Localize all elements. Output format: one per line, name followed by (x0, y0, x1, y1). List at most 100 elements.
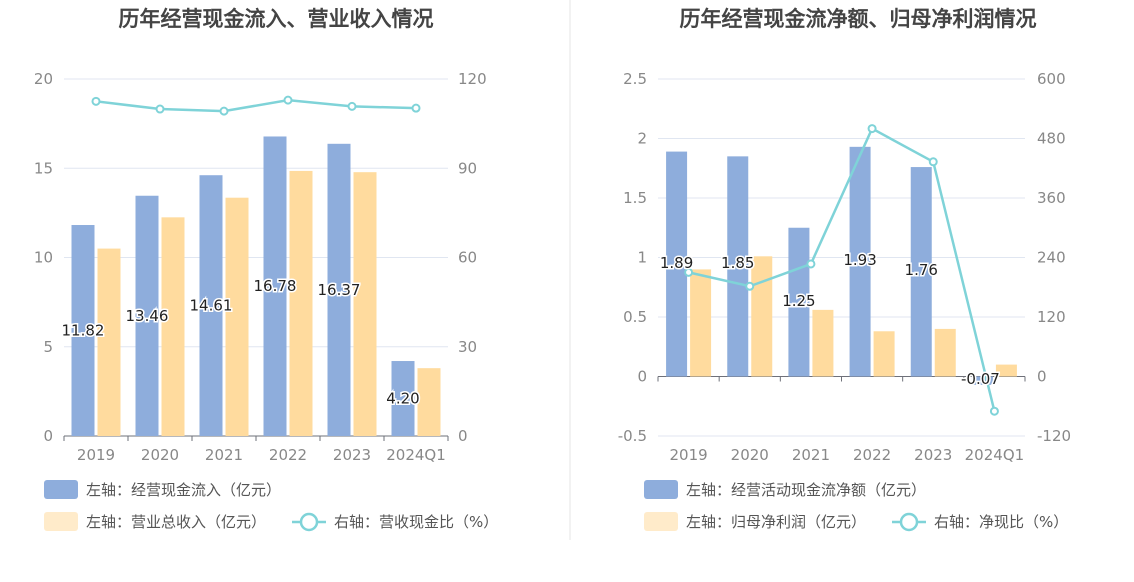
category-label: 2023 (914, 446, 952, 464)
right-axis-tick-label: 0 (458, 427, 468, 445)
right-axis-tick-label: 0 (1037, 368, 1047, 386)
line-point[interactable] (745, 281, 755, 291)
bar-primary[interactable] (666, 151, 688, 377)
legend-label: 左轴：归母净利润（亿元） (686, 513, 866, 531)
bar-data-label: 1.93 (843, 251, 876, 269)
left-axis-tick-label: 10 (34, 249, 53, 267)
right-axis-tick-label: 120 (458, 70, 487, 88)
bar-secondary[interactable] (934, 328, 956, 377)
bar-primary[interactable] (327, 143, 351, 436)
bar-primary[interactable] (135, 195, 159, 436)
bar-primary[interactable] (910, 167, 932, 377)
category-label: 2022 (853, 446, 891, 464)
legend-swatch[interactable] (44, 512, 78, 531)
bar-data-label: 1.76 (905, 261, 938, 279)
line-point[interactable] (928, 157, 938, 167)
category-label: 2024Q1 (965, 446, 1025, 464)
chart-title: 历年经营现金流净额、归母净利润情况 (680, 7, 1037, 31)
bar-secondary[interactable] (353, 172, 377, 436)
line-series (95, 98, 417, 113)
right-axis-tick-label: 480 (1037, 130, 1066, 148)
bar-primary[interactable] (849, 146, 871, 377)
left-axis-tick-label: -0.5 (618, 427, 647, 445)
bar-secondary[interactable] (812, 309, 834, 377)
left-axis-tick-label: 0.5 (623, 308, 647, 326)
right-axis-tick-label: -120 (1037, 427, 1071, 445)
net-cashflow-profit-chart: 历年经营现金流净额、归母净利润情况 -0.5 0 0.5 1 1.5 2 2.5 -120 0 12… (618, 7, 1071, 532)
bar-data-label: 14.61 (190, 297, 233, 315)
bar-secondary[interactable] (995, 364, 1017, 377)
legend-label: 左轴：营业总收入（亿元） (86, 513, 266, 531)
bar-data-label: 1.89 (660, 254, 693, 272)
line-point[interactable] (283, 95, 293, 105)
bar-secondary[interactable] (161, 217, 185, 436)
category-label: 2019 (77, 446, 115, 464)
bar-primary[interactable] (788, 227, 810, 377)
line-point[interactable] (411, 103, 421, 113)
bar-secondary[interactable] (97, 248, 121, 436)
bar-data-label: 16.78 (254, 277, 297, 295)
category-label: 2020 (731, 446, 769, 464)
left-axis-tick-label: 2.5 (623, 70, 647, 88)
line-point[interactable] (684, 267, 694, 277)
chart-title: 历年经营现金流入、营业收入情况 (119, 7, 434, 31)
line-series (688, 126, 996, 412)
bar-secondary[interactable] (417, 368, 441, 436)
legend-label: 右轴：营收现金比（%） (334, 513, 498, 531)
bar-secondary[interactable] (751, 256, 773, 377)
legend-swatch[interactable] (44, 480, 78, 499)
bar-primary[interactable] (727, 156, 749, 377)
line-point[interactable] (867, 124, 877, 134)
right-axis-tick-label: 600 (1037, 70, 1066, 88)
left-axis-tick-label: 15 (34, 159, 53, 177)
left-axis-tick-label: 1.5 (623, 189, 647, 207)
left-axis-tick-label: 0 (637, 368, 647, 386)
left-axis-tick-label: 5 (43, 338, 53, 356)
bar-primary[interactable] (71, 225, 95, 436)
line-point[interactable] (219, 106, 229, 116)
legend-label: 左轴：经营活动现金流净额（亿元） (686, 481, 926, 499)
line-point[interactable] (989, 406, 999, 416)
right-axis-tick-label: 120 (1037, 308, 1066, 326)
bar-primary[interactable] (391, 361, 415, 436)
bar-secondary[interactable] (289, 170, 313, 437)
bar-primary[interactable] (263, 136, 287, 437)
category-label: 2021 (792, 446, 830, 464)
bar-secondary[interactable] (690, 269, 712, 377)
bar-data-label: 4.20 (386, 390, 419, 408)
left-axis-tick-label: 1 (637, 249, 647, 267)
bar-secondary[interactable] (225, 197, 249, 436)
bar-data-label: 1.25 (782, 292, 815, 310)
cash-inflow-revenue-chart: 历年经营现金流入、营业收入情况 0 5 10 15 20 0 30 60 90 120 2019 202… (34, 7, 498, 532)
category-label: 2020 (141, 446, 179, 464)
category-label: 2021 (205, 446, 243, 464)
right-axis-tick-label: 30 (458, 338, 477, 356)
left-axis-tick-label: 20 (34, 70, 53, 88)
legend-swatch[interactable] (644, 512, 678, 531)
bar-secondary[interactable] (873, 331, 895, 377)
line-point[interactable] (91, 96, 101, 106)
legend-swatch[interactable] (644, 480, 678, 499)
left-axis-tick-label: 2 (637, 130, 647, 148)
right-axis-tick-label: 60 (458, 249, 477, 267)
legend-line-marker[interactable] (899, 512, 919, 532)
bar-data-label: 16.37 (318, 281, 361, 299)
panel-divider (569, 0, 571, 540)
category-label: 2024Q1 (386, 446, 446, 464)
line-point[interactable] (347, 101, 357, 111)
bar-primary[interactable] (199, 175, 223, 437)
line-point[interactable] (155, 104, 165, 114)
right-axis-tick-label: 90 (458, 159, 477, 177)
category-label: 2019 (669, 446, 707, 464)
bar-data-label: 13.46 (126, 307, 169, 325)
legend-line-marker[interactable] (299, 512, 319, 532)
bar-primary[interactable] (971, 376, 993, 385)
right-axis-tick-label: 360 (1037, 189, 1066, 207)
line-point[interactable] (806, 259, 816, 269)
right-axis-tick-label: 240 (1037, 249, 1066, 267)
legend-label: 右轴：净现比（%） (934, 513, 1068, 531)
category-label: 2022 (269, 446, 307, 464)
left-axis-tick-label: 0 (43, 427, 53, 445)
bar-data-label: 11.82 (62, 322, 105, 340)
